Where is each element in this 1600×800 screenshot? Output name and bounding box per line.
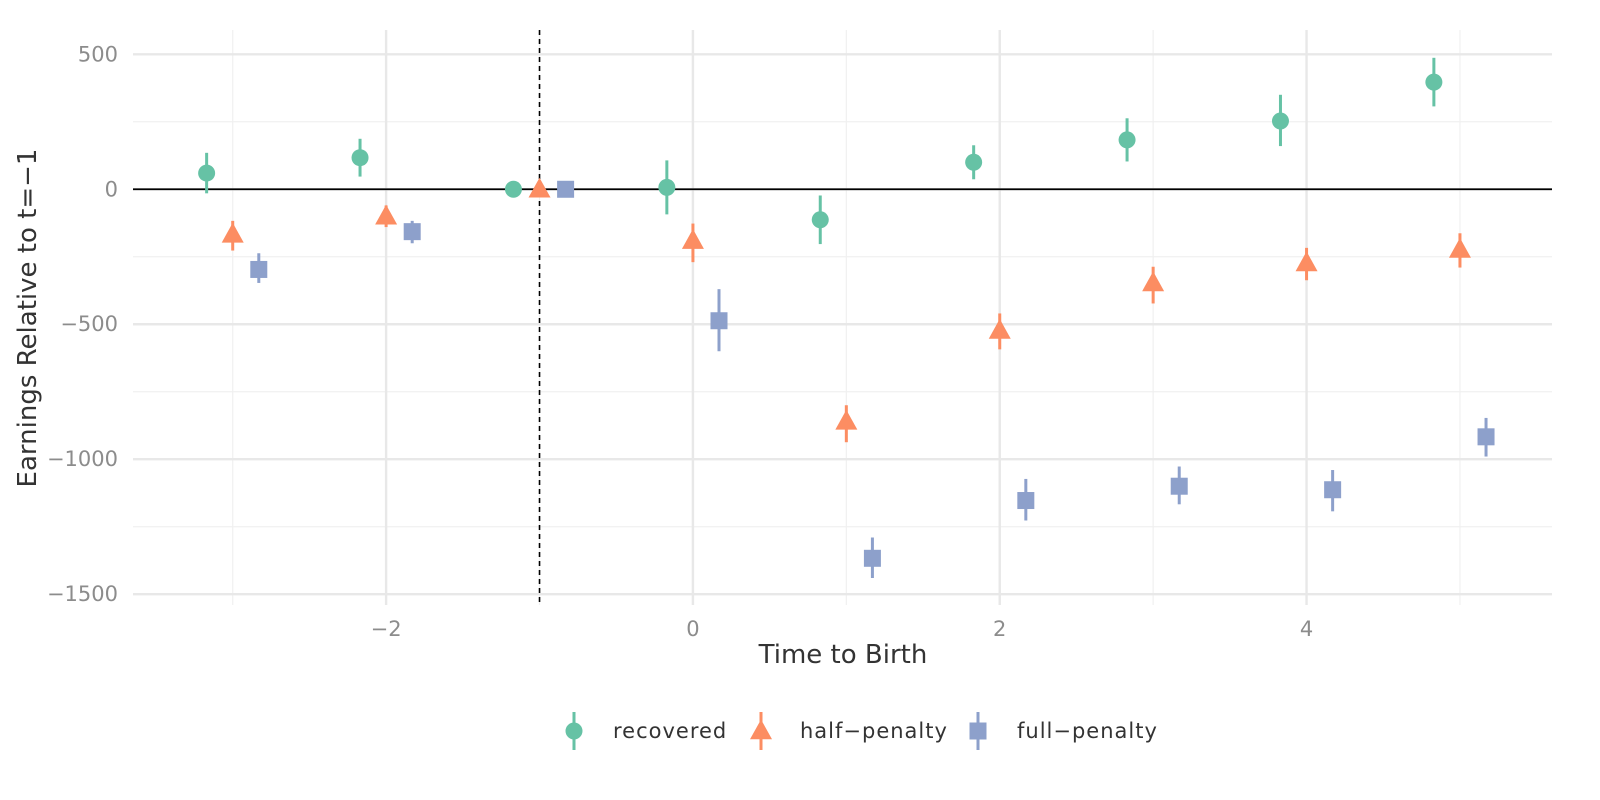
data-point	[1324, 481, 1342, 499]
series-recovered	[198, 57, 1443, 245]
data-point	[375, 204, 398, 225]
data-point	[528, 177, 551, 198]
series-full-penalty	[250, 180, 1495, 579]
data-point	[658, 178, 676, 196]
legend-key-symbol	[969, 722, 987, 740]
data-point	[1448, 237, 1471, 258]
x-axis-title: Time to Birth	[758, 640, 928, 670]
series-half-penalty	[221, 177, 1471, 443]
data-point	[1142, 271, 1165, 292]
data-point	[965, 153, 983, 171]
data-point	[221, 222, 244, 243]
legend-item-recovered: recovered	[565, 712, 727, 750]
data-point	[557, 180, 575, 198]
y-tick-label: 0	[105, 177, 118, 201]
legend-item-full-penalty: full−penalty	[969, 712, 1158, 750]
data-point	[351, 149, 369, 167]
data-point	[504, 180, 522, 198]
data-point	[1170, 477, 1188, 495]
data-point	[681, 229, 704, 249]
y-tick-label: 500	[78, 42, 118, 66]
grid-minor	[133, 30, 1552, 605]
legend-label: half−penalty	[800, 719, 948, 743]
grid-major	[133, 30, 1552, 605]
data-point	[1017, 492, 1035, 510]
legend-item-half-penalty: half−penalty	[750, 712, 948, 750]
data-point	[250, 260, 268, 278]
y-tick-label: −1500	[47, 582, 118, 606]
legend-label: recovered	[613, 719, 727, 743]
data-point	[403, 223, 421, 241]
x-tick-label: −2	[371, 617, 402, 641]
x-tick-label: 2	[993, 617, 1006, 641]
reference-lines	[133, 30, 1552, 605]
legend-key-symbol	[750, 719, 772, 740]
data-point	[1477, 428, 1495, 446]
data-point	[1295, 251, 1318, 272]
data-point	[988, 318, 1011, 339]
data-point	[1271, 112, 1289, 130]
data-point	[835, 409, 858, 430]
y-tick-label: −1000	[47, 447, 118, 471]
legend: recovered half−penalty full−penalty	[565, 712, 1158, 750]
data-point	[811, 211, 829, 229]
y-tick-label: −500	[60, 312, 118, 336]
legend-key-symbol	[565, 722, 583, 740]
data-point	[863, 549, 881, 567]
x-axis-tick-labels: −2 0 2 4	[371, 617, 1314, 641]
x-tick-label: 4	[1300, 617, 1313, 641]
data-point	[710, 312, 728, 330]
data-point	[1118, 131, 1136, 149]
data-point	[1425, 73, 1443, 91]
y-axis-tick-labels: 500 0 −500 −1000 −1500	[47, 42, 118, 606]
legend-label: full−penalty	[1017, 719, 1158, 743]
data-marks	[198, 57, 1495, 579]
x-tick-label: 0	[686, 617, 699, 641]
data-point	[198, 164, 216, 182]
y-axis-title: Earnings Relative to t=−1	[13, 149, 43, 488]
